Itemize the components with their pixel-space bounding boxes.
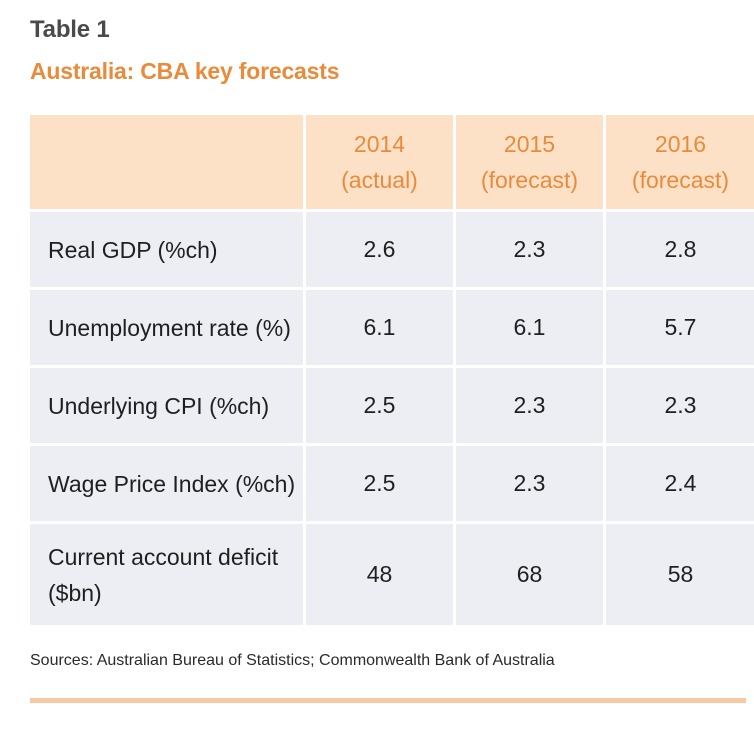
sources-note: Sources: Australian Bureau of Statistics… <box>30 652 555 669</box>
header-note: (forecast) <box>631 167 730 193</box>
header-note: (forecast) <box>480 167 579 193</box>
row-label-line: ($bn) <box>48 579 102 606</box>
row-label-line: Current account deficit <box>48 543 279 570</box>
cell-value: 2.6 <box>306 212 453 287</box>
cell-value: 6.1 <box>456 290 603 365</box>
header-cell-2014: 2014 (actual) <box>306 115 453 209</box>
cell-value: 5.7 <box>606 290 754 365</box>
table-title: Table 1 <box>30 16 110 43</box>
cell-value: 2.5 <box>306 446 453 521</box>
table-row: Wage Price Index (%ch) 2.5 2.3 2.4 <box>30 446 754 521</box>
cell-value: 48 <box>306 524 453 625</box>
header-year: 2015 <box>503 131 556 157</box>
header-cell-2016: 2016 (forecast) <box>606 115 754 209</box>
table-subtitle: Australia: CBA key forecasts <box>30 58 340 84</box>
forecast-table: 2014 (actual) 2015 (forecast) 2016 (fore… <box>27 112 754 628</box>
header-row: 2014 (actual) 2015 (forecast) 2016 (fore… <box>30 115 754 209</box>
table-row: Underlying CPI (%ch) 2.5 2.3 2.3 <box>30 368 754 443</box>
table-row: Real GDP (%ch) 2.6 2.3 2.8 <box>30 212 754 287</box>
header-note: (actual) <box>341 167 418 193</box>
cell-value: 68 <box>456 524 603 625</box>
cell-value: 2.3 <box>456 446 603 521</box>
header-cell-2015: 2015 (forecast) <box>456 115 603 209</box>
cell-value: 2.4 <box>606 446 754 521</box>
forecast-table-container: 2014 (actual) 2015 (forecast) 2016 (fore… <box>30 115 754 625</box>
cell-value: 2.3 <box>456 212 603 287</box>
cell-value: 6.1 <box>306 290 453 365</box>
row-label: Wage Price Index (%ch) <box>30 446 303 521</box>
row-label: Real GDP (%ch) <box>30 212 303 287</box>
row-label: Current account deficit ($bn) <box>30 524 303 625</box>
table-row: Current account deficit ($bn) 48 68 58 <box>30 524 754 625</box>
header-cell-empty <box>30 115 303 209</box>
cell-value: 58 <box>606 524 754 625</box>
cell-value: 2.3 <box>456 368 603 443</box>
row-label: Underlying CPI (%ch) <box>30 368 303 443</box>
table-row: Unemployment rate (%) 6.1 6.1 5.7 <box>30 290 754 365</box>
header-year: 2016 <box>654 131 707 157</box>
row-label: Unemployment rate (%) <box>30 290 303 365</box>
cell-value: 2.5 <box>306 368 453 443</box>
bottom-rule <box>30 698 746 703</box>
header-year: 2014 <box>353 131 406 157</box>
cell-value: 2.3 <box>606 368 754 443</box>
cell-value: 2.8 <box>606 212 754 287</box>
